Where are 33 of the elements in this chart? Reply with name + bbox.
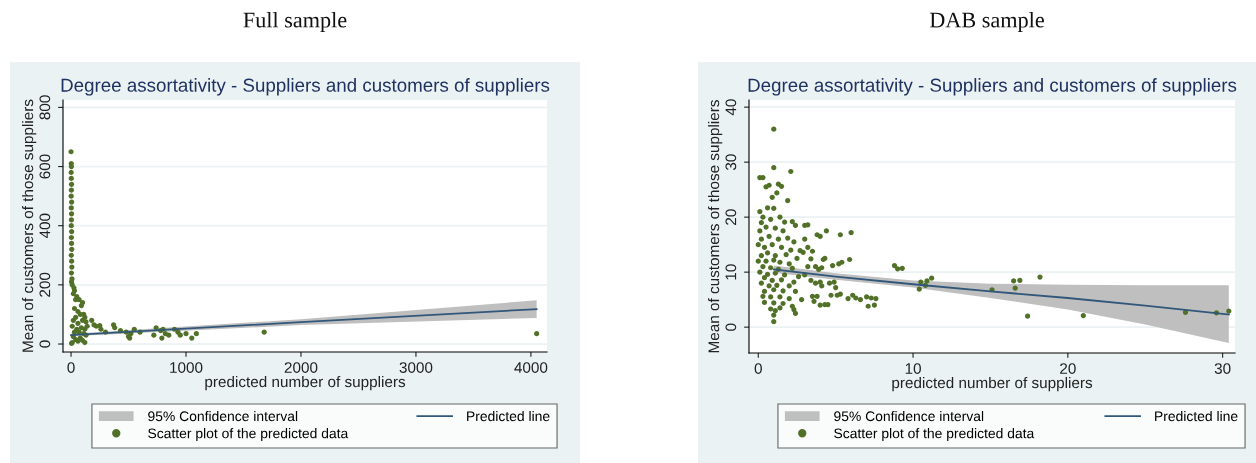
- x-axis-title: predicted number of suppliers: [892, 376, 1093, 392]
- y-tick-label: 0: [725, 323, 737, 331]
- text: 95% Confidence interval: [148, 410, 298, 422]
- legend-label: Scatter plot of the predicted data: [148, 428, 349, 442]
- legend-label: Predicted line: [467, 410, 550, 422]
- x-tick-label: 3000: [399, 362, 433, 373]
- chart-title: DAB sample: [929, 11, 1044, 33]
- x-tick-label: 20: [1060, 363, 1076, 374]
- y-tick-label: 40: [725, 99, 737, 116]
- y-axis-title: Mean of customers of those suppliers: [22, 99, 37, 352]
- legend-label: Scatter plot of the predicted data: [834, 428, 1035, 442]
- x-tick-label: 2000: [284, 362, 318, 373]
- y-tick-label: 400: [39, 213, 51, 239]
- y-tick-label: 0: [39, 340, 51, 348]
- y-tick-label: 10: [725, 264, 737, 280]
- legend-label: Predicted line: [1155, 410, 1238, 422]
- x-tick-label: 0: [754, 363, 762, 374]
- text: 95% Confidence interval: [834, 410, 984, 422]
- x-tick-label: 4000: [514, 362, 548, 373]
- y-tick-label: 30: [725, 154, 737, 171]
- y-tick-label: 800: [39, 95, 51, 120]
- y-tick-label: 20: [725, 209, 737, 225]
- chart-subtitle: Degree assortativity - Suppliers and customers of suppliers: [748, 78, 1237, 96]
- x-tick-label: 30: [1214, 363, 1231, 374]
- y-axis-title: Mean of customers of those suppliers: [708, 100, 723, 353]
- x-tick-label: 1000: [170, 362, 203, 373]
- chart-title: Full sample: [243, 11, 347, 33]
- y-tick-label: 600: [39, 154, 51, 179]
- x-tick-label: 0: [67, 362, 75, 373]
- x-axis-title: predicted number of suppliers: [205, 375, 406, 391]
- y-tick-label: 200: [39, 272, 51, 297]
- x-tick-label: 10: [905, 363, 921, 374]
- chart-subtitle: Degree assortativity - Suppliers and customers of suppliers: [61, 78, 550, 96]
